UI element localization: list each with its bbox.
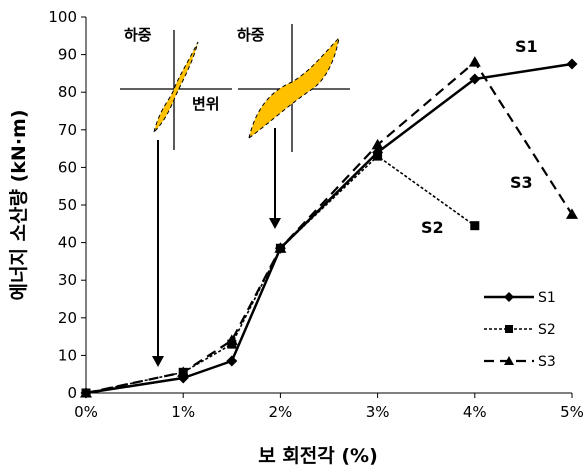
x-axis-title: 보 회전각 (%) [258, 445, 378, 467]
inset-arrow-large-head [269, 218, 281, 229]
inset-small-disp-label: 변위 [192, 95, 220, 113]
inset-small-load-label: 하중 [124, 26, 152, 44]
y-tick-label: 100 [48, 8, 77, 26]
y-tick-label: 80 [58, 83, 77, 101]
series-point-s3 [225, 334, 238, 345]
series-point-s1 [226, 355, 238, 367]
series-point-s3 [274, 242, 287, 253]
y-tick-label: 30 [58, 271, 77, 289]
inset-small-loop [153, 41, 199, 134]
series-point-s3 [468, 56, 481, 67]
y-tick-label: 20 [58, 309, 77, 327]
x-tick-label: 5% [560, 403, 584, 421]
inset-large-load-label: 하중 [237, 26, 265, 44]
series-label-s3: S3 [510, 173, 533, 192]
x-tick-label: 4% [463, 403, 487, 421]
x-tick-label: 0% [74, 403, 98, 421]
y-tick-label: 90 [58, 46, 77, 64]
x-tick-label: 3% [366, 403, 390, 421]
series-point-s1 [469, 73, 481, 85]
legend-label-s2: S2 [538, 322, 556, 338]
y-tick-label: 0 [67, 384, 77, 402]
series-label-s1: S1 [515, 37, 538, 56]
series-point-s3 [80, 387, 92, 398]
series-point-s3 [371, 138, 384, 150]
x-tick-label: 2% [269, 403, 293, 421]
series-point-s1 [566, 58, 578, 70]
series-point-s3 [177, 366, 190, 377]
legend-marker-s2 [505, 325, 513, 333]
series-label-s2: S2 [421, 218, 444, 237]
y-tick-label: 10 [58, 346, 77, 364]
y-tick-label: 50 [58, 196, 77, 214]
inset-arrow-small-head [152, 356, 164, 367]
y-axis-title: 에너지 소산량 (kN·m) [8, 109, 30, 300]
hysteresis-inset-large: 하중 [237, 24, 350, 152]
y-tick-label: 70 [58, 121, 77, 139]
legend-marker-s3 [504, 356, 514, 365]
series-point-s2 [470, 221, 480, 231]
legend: S1 S2 S3 [484, 290, 556, 370]
inset-large-loop [248, 36, 340, 140]
legend-label-s1: S1 [538, 290, 556, 306]
y-tick-label: 40 [58, 234, 77, 252]
x-tick-label: 1% [171, 403, 195, 421]
series-point-s2 [373, 151, 383, 161]
legend-marker-s1 [504, 292, 514, 302]
series-point-s3 [566, 208, 578, 219]
hysteresis-inset-small: 하중 변위 [120, 26, 232, 150]
legend-label-s3: S3 [538, 354, 556, 370]
y-tick-label: 60 [58, 158, 77, 176]
series-line-s2 [85, 155, 476, 394]
